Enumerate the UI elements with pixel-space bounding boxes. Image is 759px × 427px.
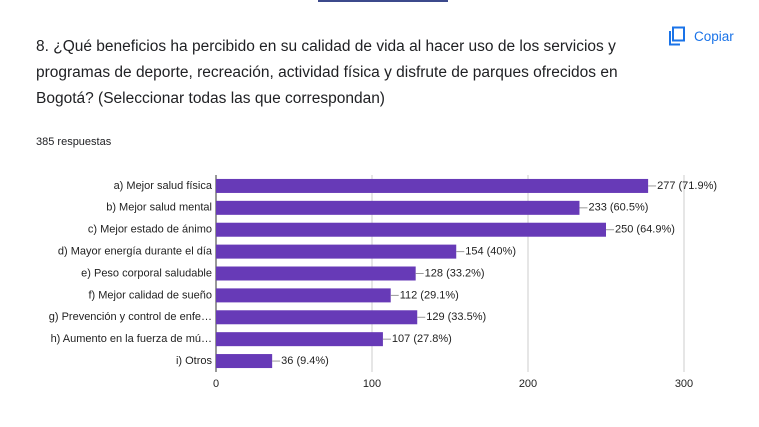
bar (216, 244, 457, 259)
category-label: g) Prevención y control de enfe… (49, 311, 212, 323)
value-label: 107 (27.8%) (392, 333, 452, 345)
category-label: c) Mejor estado de ánimo (88, 224, 212, 236)
category-label: e) Peso corporal saludable (81, 267, 212, 279)
category-label: d) Mayor energía durante el día (58, 246, 213, 258)
bar (216, 332, 383, 347)
value-label: 233 (60.5%) (588, 202, 648, 214)
bar (216, 222, 606, 237)
bar (216, 288, 391, 303)
category-label: a) Mejor salud física (114, 180, 213, 192)
bar (216, 178, 649, 193)
bar (216, 200, 580, 215)
bar (216, 354, 273, 369)
top-bar (318, 0, 448, 2)
bar (216, 266, 416, 281)
value-label: 154 (40%) (465, 246, 516, 258)
copy-icon (669, 26, 685, 46)
value-label: 277 (71.9%) (657, 180, 717, 192)
value-label: 128 (33.2%) (425, 267, 485, 279)
value-label: 112 (29.1%) (400, 289, 459, 301)
value-label: 129 (33.5%) (426, 311, 486, 323)
value-label: 250 (64.9%) (615, 224, 675, 236)
copy-label[interactable]: Copiar (694, 28, 734, 44)
x-tick-label: 300 (675, 378, 693, 390)
category-label: h) Aumento en la fuerza de mú… (51, 333, 212, 345)
response-count: 385 respuestas (36, 136, 112, 148)
category-label: b) Mejor salud mental (106, 202, 212, 214)
category-label: i) Otros (176, 355, 213, 367)
x-tick-label: 200 (519, 378, 537, 390)
bar (216, 310, 418, 325)
value-label: 36 (9.4%) (281, 355, 329, 367)
question-title: 8. ¿Qué beneficios ha percibido en su ca… (36, 38, 618, 107)
x-tick-label: 100 (363, 378, 381, 390)
copy-button[interactable]: Copiar (668, 26, 734, 46)
category-label: f) Mejor calidad de sueño (88, 289, 212, 301)
x-tick-label: 0 (213, 378, 219, 390)
